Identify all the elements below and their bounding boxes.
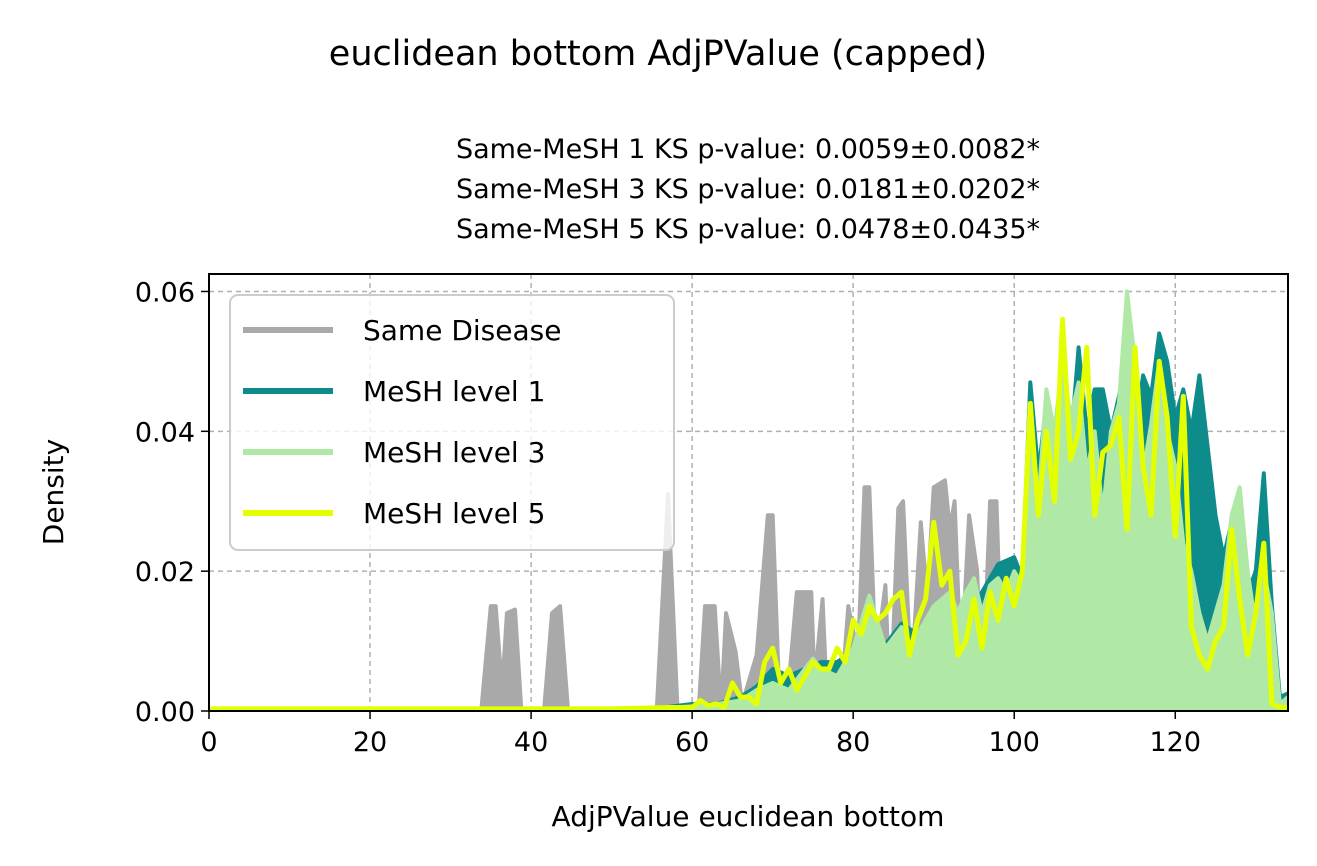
legend: Same Disease MeSH level 1 MeSH level 3 MeSH…	[229, 294, 675, 551]
legend-label-mesh-level-1: MeSH level 1	[363, 375, 545, 408]
x-tick-label: 60	[675, 727, 709, 758]
ks-pvalue-line-1: Same-MeSH 1 KS p-value: 0.0059±0.0082*	[456, 134, 1040, 165]
legend-label-same-disease: Same Disease	[363, 314, 561, 347]
y-tick-label: 0.04	[135, 417, 195, 448]
series-area-mesh-level-3	[209, 291, 1288, 711]
y-tick-label: 0.00	[135, 697, 195, 728]
x-tick-label: 0	[200, 727, 217, 758]
y-tick-label: 0.02	[135, 557, 195, 588]
x-tick-label: 80	[836, 727, 870, 758]
legend-frame	[229, 294, 675, 551]
series-layer	[209, 289, 1288, 711]
series-line-mesh-level-3	[209, 289, 1288, 711]
axis-ticks: 0 20 40 60 80 100 120 0.00 0.02 0.04 0.06	[135, 277, 1201, 758]
x-tick-label: 120	[1149, 727, 1201, 758]
x-axis-label: AdjPValue euclidean bottom	[552, 800, 945, 833]
legend-label-mesh-level-5: MeSH level 5	[363, 497, 545, 530]
legend-label-mesh-level-3: MeSH level 3	[363, 436, 545, 469]
x-tick-label: 100	[988, 727, 1040, 758]
y-axis-label: Density	[37, 439, 70, 545]
series-line-mesh-level-5	[209, 316, 1288, 711]
x-tick-label: 20	[353, 727, 387, 758]
chart-title: euclidean bottom AdjPValue (capped)	[329, 34, 987, 74]
ks-pvalue-line-2: Same-MeSH 3 KS p-value: 0.0181±0.0202*	[456, 174, 1040, 205]
x-tick-label: 40	[514, 727, 548, 758]
plot-frame	[208, 273, 1289, 712]
y-tick-label: 0.06	[135, 277, 195, 308]
ks-pvalue-line-3: Same-MeSH 5 KS p-value: 0.0478±0.0435*	[456, 214, 1040, 245]
